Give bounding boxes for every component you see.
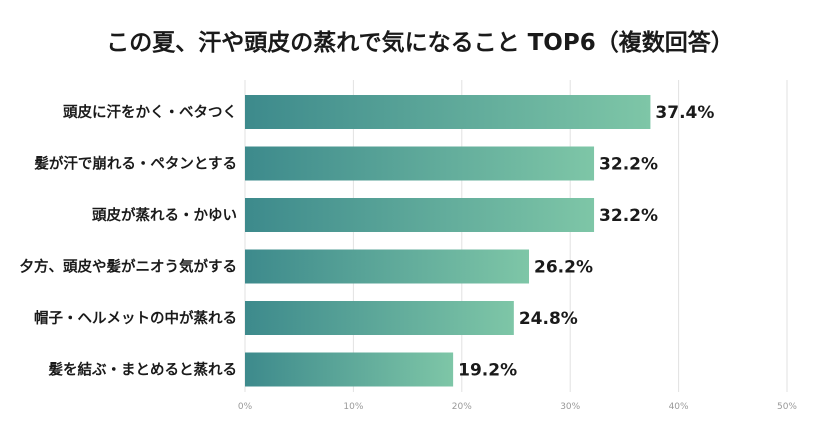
bars: 頭皮に汗をかく・ベタつく 37.4% 髪が汗で崩れる・ペタンとする 32.2% 頭皮が蒸… (20, 95, 714, 387)
bar (245, 95, 651, 129)
category-label: 髪が汗で崩れる・ペタンとする (33, 155, 237, 173)
x-tick-label: 10% (343, 402, 363, 412)
x-tick-label: 20% (452, 402, 472, 412)
bar (245, 249, 530, 284)
category-label: 髪を結ぶ・まとめると蒸れる (48, 361, 238, 379)
bar (245, 146, 595, 181)
value-label: 24.8% (519, 309, 578, 329)
bar (245, 198, 595, 232)
bar (245, 301, 514, 335)
value-label: 26.2% (534, 258, 593, 278)
x-tick-label: 0% (238, 402, 253, 412)
x-tick-label: 50% (777, 402, 797, 412)
x-tick-label: 30% (560, 402, 580, 412)
category-label: 夕方、頭皮や髪がニオう気がする (20, 258, 238, 276)
value-label: 37.4% (655, 103, 714, 123)
gridlines (244, 80, 788, 392)
chart-title: この夏、汗や頭皮の蒸れで気になること TOP6（複数回答） (106, 29, 733, 56)
x-tick-label: 40% (669, 402, 689, 412)
category-label: 帽子・ヘルメットの中が蒸れる (34, 309, 237, 327)
value-label: 19.2% (458, 361, 517, 381)
category-label: 頭皮が蒸れる・かゆい (92, 206, 237, 224)
category-label: 頭皮に汗をかく・ベタつく (63, 103, 237, 121)
bar (245, 352, 454, 387)
x-axis-ticks: 0% 10% 20% 30% 40% 50% (238, 402, 798, 412)
value-label: 32.2% (599, 206, 658, 226)
value-label: 32.2% (599, 155, 658, 175)
